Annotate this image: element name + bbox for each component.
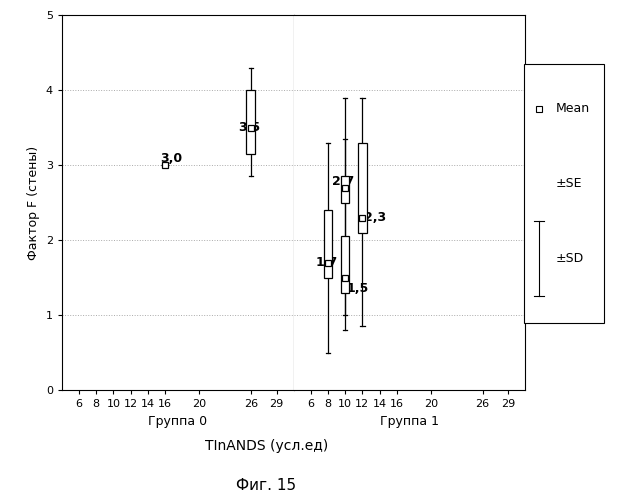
FancyBboxPatch shape [524,64,604,322]
Text: 2,7: 2,7 [332,175,355,188]
Bar [358,142,366,233]
Bar [246,90,255,154]
Text: 3,0: 3,0 [160,152,183,166]
Text: 1,7: 1,7 [315,256,337,269]
Text: ±SE: ±SE [555,178,582,190]
Text: ±SD: ±SD [555,252,584,265]
Text: 1,5: 1,5 [347,282,369,295]
Text: Фиг. 15: Фиг. 15 [236,478,297,493]
X-axis label: Группа 0: Группа 0 [148,414,207,428]
Text: 3,5: 3,5 [238,121,260,134]
Text: TInANDS (усл.ед): TInANDS (усл.ед) [204,439,328,453]
X-axis label: Группа 1: Группа 1 [380,414,439,428]
Y-axis label: Фактор F (стены): Фактор F (стены) [27,146,40,260]
Bar [341,176,350,203]
Bar [324,210,332,278]
Text: 2,3: 2,3 [364,211,386,224]
Bar [341,236,350,292]
Text: Mean: Mean [555,102,590,116]
